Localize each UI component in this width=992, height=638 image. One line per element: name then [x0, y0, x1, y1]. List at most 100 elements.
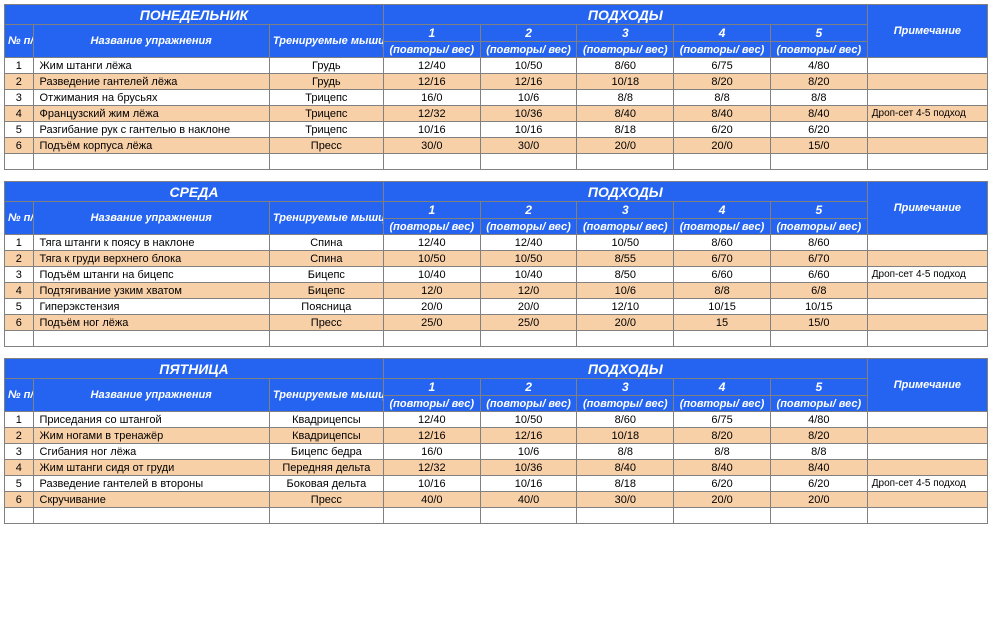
- set-value: 12/40: [383, 235, 480, 251]
- blank-cell: [867, 331, 987, 347]
- set-value: 12/32: [383, 106, 480, 122]
- set-value: 12/16: [480, 74, 577, 90]
- blank-cell: [577, 331, 674, 347]
- set-num-header: 1: [383, 25, 480, 42]
- day-title: ПОНЕДЕЛЬНИК: [5, 5, 384, 25]
- muscle-group: Квадрицепсы: [269, 412, 383, 428]
- set-num-header: 1: [383, 202, 480, 219]
- row-num: 1: [5, 235, 34, 251]
- note-header: Примечание: [867, 359, 987, 412]
- table-row: 3Подъём штанги на бицепсБицепс10/4010/40…: [5, 267, 988, 283]
- set-value: 12/10: [577, 299, 674, 315]
- row-note: [867, 299, 987, 315]
- exercise-name: Жим штанги сидя от груди: [33, 460, 269, 476]
- set-value: 8/20: [674, 74, 771, 90]
- row-note: [867, 283, 987, 299]
- set-value: 6/8: [770, 283, 867, 299]
- num-header: № п/п: [5, 25, 34, 58]
- blank-cell: [770, 154, 867, 170]
- set-value: 25/0: [383, 315, 480, 331]
- table-row: 1Тяга штанги к поясу в наклонеСпина12/40…: [5, 235, 988, 251]
- row-note: [867, 315, 987, 331]
- set-num-header: 3: [577, 202, 674, 219]
- set-label-header: (повторы/ вес): [383, 219, 480, 235]
- blank-cell: [770, 508, 867, 524]
- note-header: Примечание: [867, 5, 987, 58]
- set-num-header: 5: [770, 379, 867, 396]
- set-num-header: 4: [674, 379, 771, 396]
- set-value: 10/50: [480, 251, 577, 267]
- table-row: 4Французский жим лёжаТрицепс12/3210/368/…: [5, 106, 988, 122]
- sets-title: ПОДХОДЫ: [383, 359, 867, 379]
- row-num: 5: [5, 476, 34, 492]
- set-value: 6/60: [770, 267, 867, 283]
- workout-plan-table: ПОНЕДЕЛЬНИКПОДХОДЫПримечание№ п/пНазвани…: [4, 4, 988, 524]
- set-value: 10/50: [383, 251, 480, 267]
- row-note: [867, 444, 987, 460]
- set-label-header: (повторы/ вес): [674, 219, 771, 235]
- num-header: № п/п: [5, 202, 34, 235]
- set-value: 8/40: [577, 460, 674, 476]
- set-num-header: 1: [383, 379, 480, 396]
- set-value: 6/75: [674, 412, 771, 428]
- set-value: 8/8: [674, 90, 771, 106]
- muscle-group: Поясница: [269, 299, 383, 315]
- blank-cell: [867, 508, 987, 524]
- day-title: ПЯТНИЦА: [5, 359, 384, 379]
- set-value: 10/36: [480, 460, 577, 476]
- muscle-group: Трицепс: [269, 90, 383, 106]
- set-num-header: 2: [480, 379, 577, 396]
- num-header: № п/п: [5, 379, 34, 412]
- blank-cell: [674, 331, 771, 347]
- exercise-name: Сгибания ног лёжа: [33, 444, 269, 460]
- set-value: 8/55: [577, 251, 674, 267]
- set-value: 10/36: [480, 106, 577, 122]
- set-value: 20/0: [577, 315, 674, 331]
- set-value: 8/20: [770, 428, 867, 444]
- blank-cell: [480, 331, 577, 347]
- table-row: 4Подтягивание узким хватомБицепс12/012/0…: [5, 283, 988, 299]
- set-value: 12/40: [480, 235, 577, 251]
- set-value: 6/20: [674, 122, 771, 138]
- row-num: 1: [5, 412, 34, 428]
- set-value: 8/60: [577, 58, 674, 74]
- blank-cell: [480, 508, 577, 524]
- set-value: 15/0: [770, 138, 867, 154]
- muscle-header: Тренируемые мышцы: [269, 379, 383, 412]
- set-value: 8/8: [674, 444, 771, 460]
- set-value: 10/6: [480, 444, 577, 460]
- set-value: 6/20: [674, 476, 771, 492]
- set-label-header: (повторы/ вес): [577, 396, 674, 412]
- blank-cell: [33, 154, 269, 170]
- muscle-group: Бицепс бедра: [269, 444, 383, 460]
- row-num: 3: [5, 267, 34, 283]
- set-num-header: 5: [770, 25, 867, 42]
- row-note: [867, 90, 987, 106]
- set-value: 10/40: [480, 267, 577, 283]
- row-num: 6: [5, 138, 34, 154]
- set-num-header: 2: [480, 202, 577, 219]
- exercise-name: Разведение гантелей в вторoны: [33, 476, 269, 492]
- set-value: 12/0: [383, 283, 480, 299]
- set-value: 8/20: [674, 428, 771, 444]
- muscle-group: Квадрицепсы: [269, 428, 383, 444]
- row-num: 2: [5, 428, 34, 444]
- set-value: 10/16: [480, 122, 577, 138]
- set-value: 8/40: [674, 460, 771, 476]
- row-note: [867, 492, 987, 508]
- row-num: 4: [5, 106, 34, 122]
- exercise-name: Разведение гантелей лёжа: [33, 74, 269, 90]
- set-value: 8/40: [577, 106, 674, 122]
- row-note: [867, 58, 987, 74]
- row-note: [867, 138, 987, 154]
- muscle-header: Тренируемые мышцы: [269, 202, 383, 235]
- blank-cell: [269, 154, 383, 170]
- blank-cell: [867, 154, 987, 170]
- set-value: 8/50: [577, 267, 674, 283]
- muscle-group: Спина: [269, 251, 383, 267]
- table-row: 2Разведение гантелей лёжаГрудь12/1612/16…: [5, 74, 988, 90]
- set-value: 12/40: [383, 412, 480, 428]
- set-num-header: 2: [480, 25, 577, 42]
- exercise-name: Французский жим лёжа: [33, 106, 269, 122]
- row-num: 3: [5, 444, 34, 460]
